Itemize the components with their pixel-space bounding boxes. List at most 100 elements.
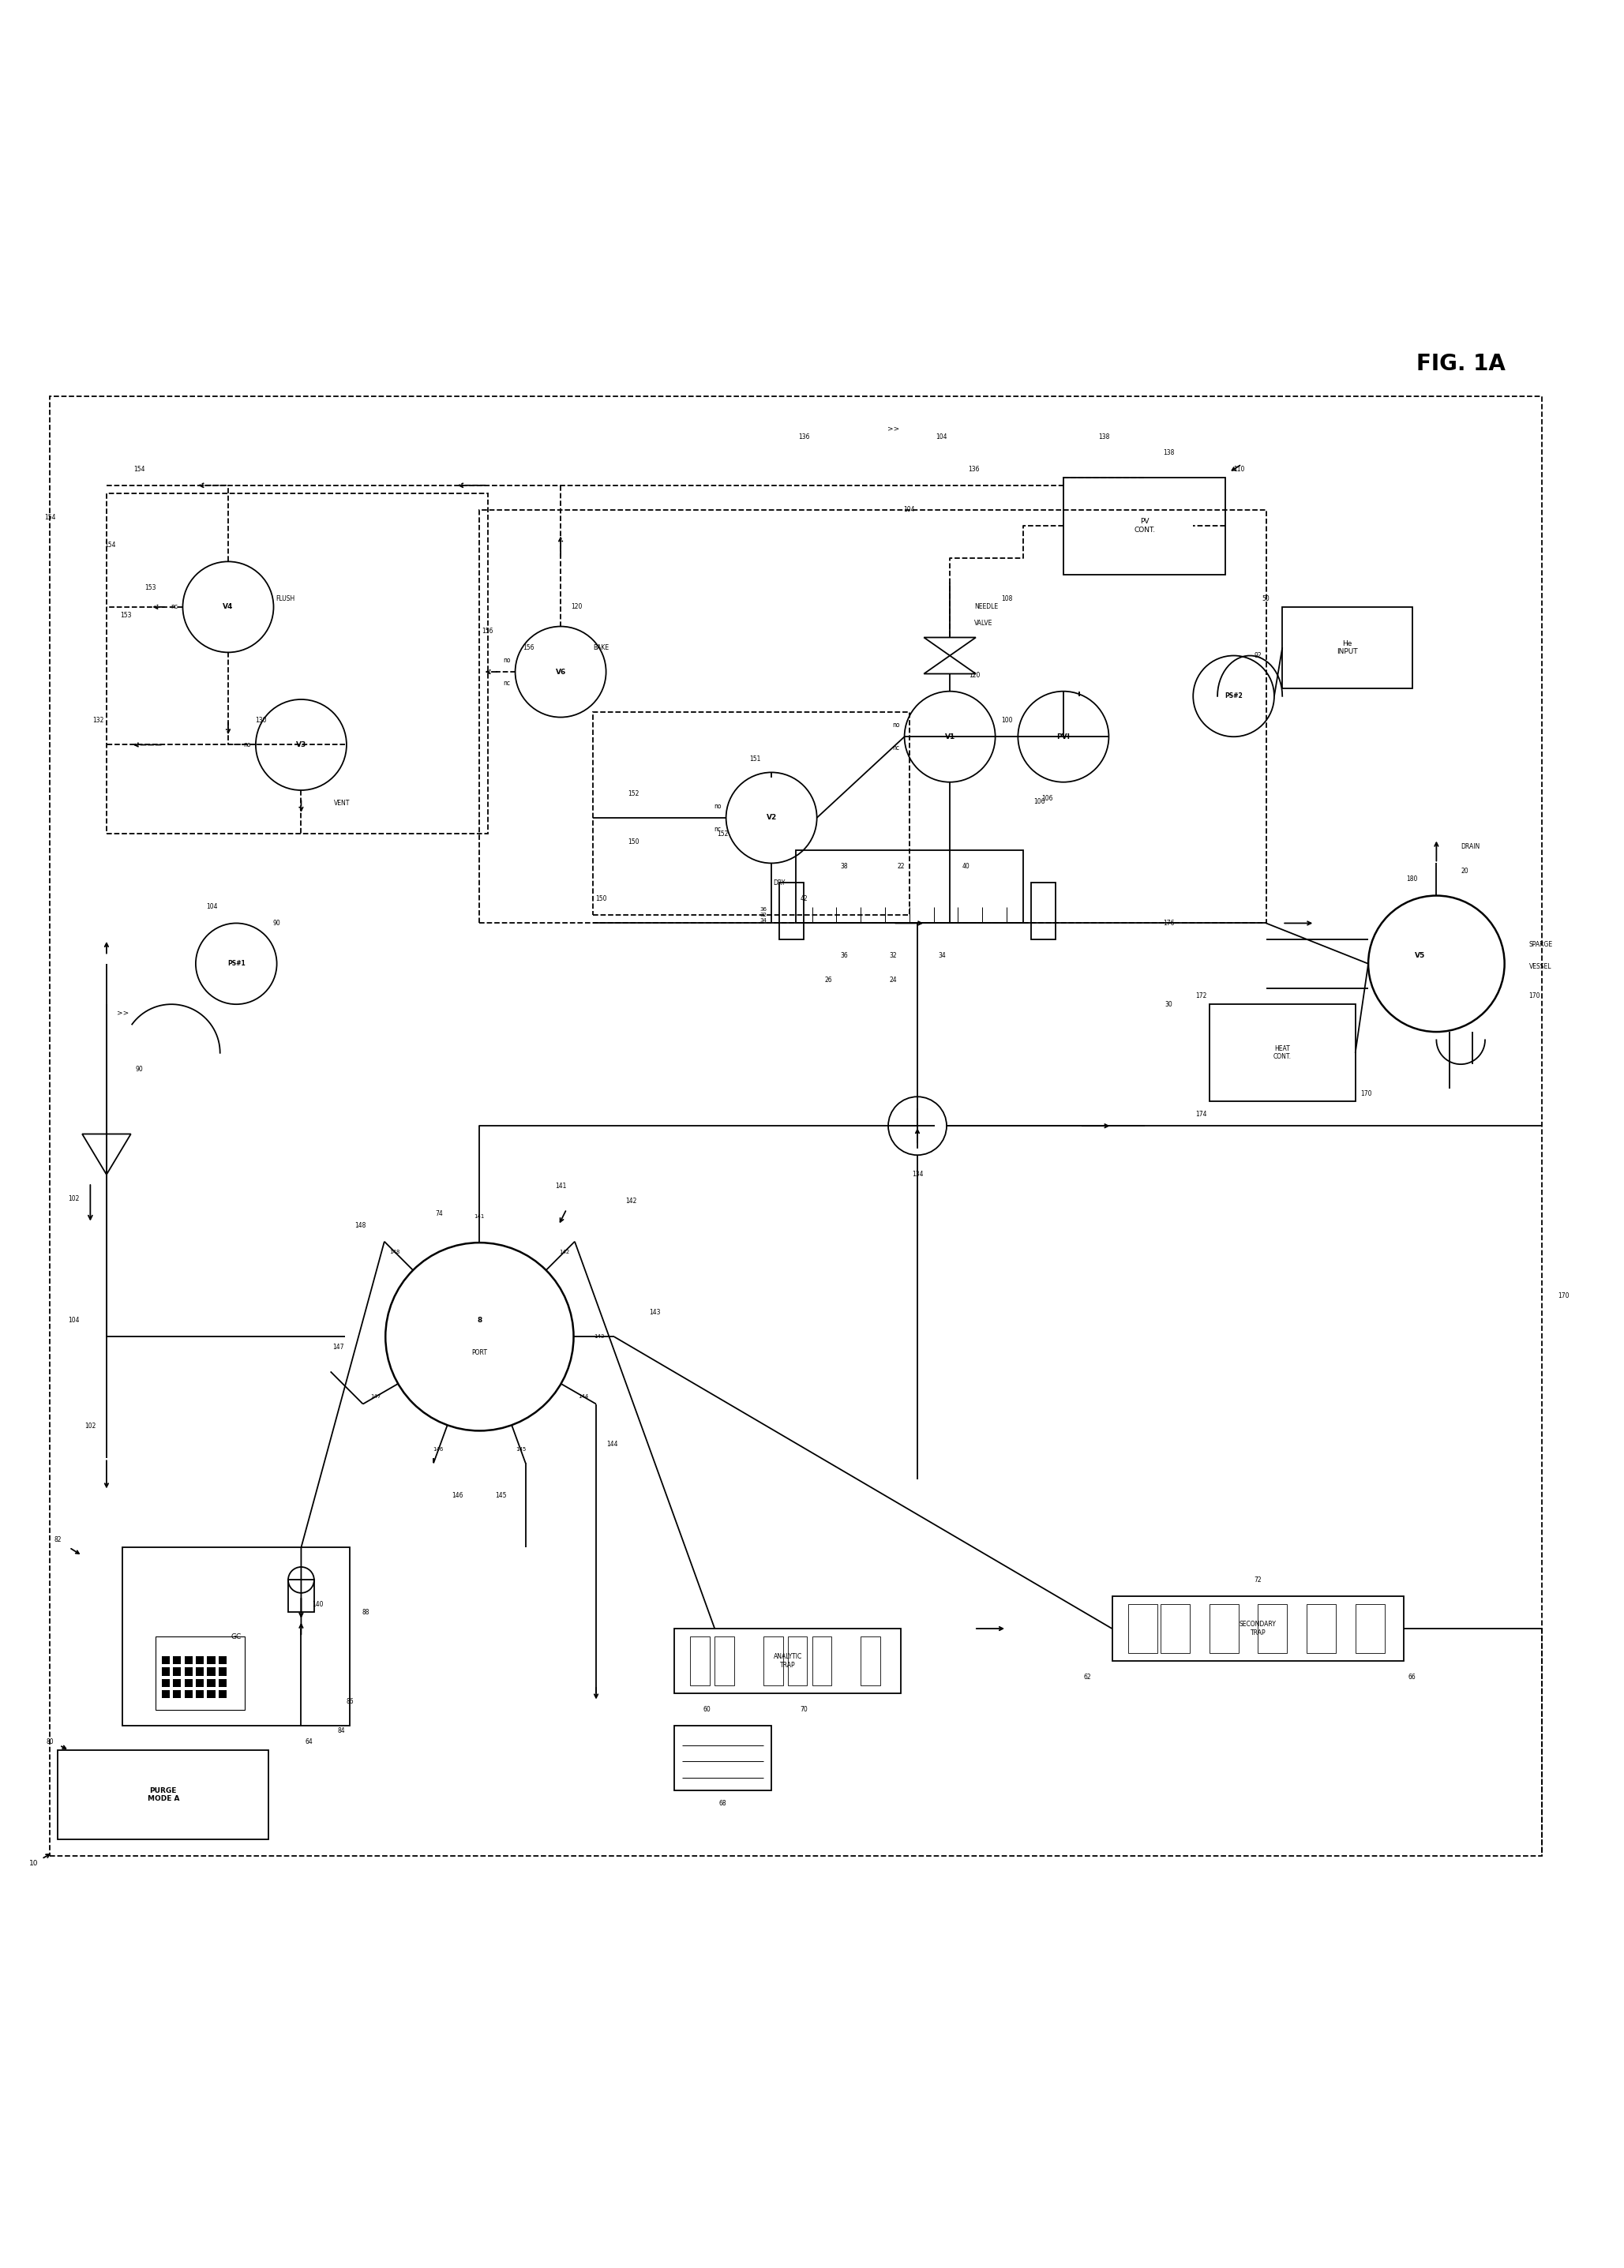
Text: 138: 138 [1163,449,1174,456]
Text: no: no [244,742,250,748]
Text: 70: 70 [801,1706,807,1712]
Text: >>: >> [117,1009,128,1016]
Text: 136: 136 [797,433,810,440]
Bar [197,1690,205,1699]
Text: 170: 170 [1528,993,1540,1000]
Text: 50: 50 [1262,594,1270,603]
Text: 38: 38 [841,862,848,871]
Text: BAKE: BAKE [593,644,609,651]
Text: V2: V2 [767,814,776,821]
Bar [218,1656,226,1665]
Text: 26: 26 [825,978,831,984]
Bar [593,712,909,914]
Text: PURGE
MODE A: PURGE MODE A [148,1787,179,1803]
Text: DRY: DRY [773,880,786,887]
Text: V5: V5 [1415,953,1426,959]
Text: 90: 90 [135,1066,143,1073]
Bar [780,882,804,939]
Text: 143: 143 [594,1334,604,1338]
Text: 150: 150 [628,839,640,846]
Text: 153: 153 [145,583,156,592]
Text: 134: 134 [911,1170,922,1177]
Bar [1283,608,1413,687]
Text: nc: nc [171,603,179,610]
Text: 104: 104 [903,506,914,513]
Text: no: no [713,803,721,810]
Text: 145: 145 [515,1447,526,1452]
Bar [174,1690,182,1699]
Bar [1064,476,1226,574]
Text: 68: 68 [719,1801,726,1808]
Text: 151: 151 [750,755,762,762]
Bar [208,1667,214,1676]
Bar [197,1678,205,1687]
Text: SECONDARY
TRAP: SECONDARY TRAP [1239,1622,1276,1635]
Text: 64: 64 [305,1740,313,1746]
Text: PVI: PVI [1057,733,1070,739]
Text: PORT: PORT [471,1349,487,1356]
Bar [690,1637,710,1685]
Text: 141: 141 [555,1182,567,1188]
Polygon shape [924,655,976,674]
Bar [156,1637,244,1710]
Text: 152: 152 [628,789,640,796]
Text: 20: 20 [1460,869,1468,875]
Text: FIG. 1A: FIG. 1A [1416,352,1505,374]
Text: 30: 30 [1164,1000,1173,1007]
Bar [861,1637,880,1685]
Text: 146: 146 [451,1492,463,1499]
Bar [218,1678,226,1687]
Text: 154: 154 [44,515,55,522]
Text: FLUSH: FLUSH [276,594,294,603]
Text: 82: 82 [54,1535,62,1542]
Text: 145: 145 [495,1492,507,1499]
Text: 90: 90 [273,919,281,928]
Text: V6: V6 [555,669,565,676]
Text: 32: 32 [890,953,896,959]
Text: no: no [503,658,510,665]
Bar [162,1690,171,1699]
Bar [1210,1005,1356,1102]
Text: 108: 108 [1000,594,1012,603]
Text: 147: 147 [370,1395,382,1399]
Bar [218,1667,226,1676]
Bar [208,1656,214,1665]
Bar [1259,1603,1288,1653]
Text: 100: 100 [1000,717,1012,723]
Text: 130: 130 [255,717,266,723]
Bar [107,494,487,835]
Text: 120: 120 [968,671,979,678]
Bar [796,850,1023,923]
Text: 138: 138 [1098,433,1109,440]
Text: 110: 110 [1234,465,1246,472]
Bar [174,1656,182,1665]
Bar [162,1678,171,1687]
Text: 142: 142 [559,1250,570,1254]
Text: 102: 102 [84,1422,96,1429]
Bar [185,1690,193,1699]
Text: 154: 154 [133,465,145,472]
Text: SPARGE: SPARGE [1528,941,1553,948]
Text: 102: 102 [68,1195,80,1202]
Text: V4: V4 [222,603,234,610]
Text: 148: 148 [390,1250,400,1254]
Text: DRAIN: DRAIN [1460,844,1479,850]
Text: 156: 156 [482,628,494,635]
Bar [123,1547,349,1726]
Text: nc: nc [503,680,510,687]
Text: VESSEL: VESSEL [1528,964,1551,971]
Bar [208,1678,214,1687]
Bar [812,1637,831,1685]
Text: PS#2: PS#2 [1224,692,1242,701]
Text: 146: 146 [434,1447,443,1452]
Text: 170: 170 [1361,1091,1372,1098]
Text: 148: 148 [354,1222,365,1229]
Text: 88: 88 [362,1608,370,1615]
Text: nc: nc [893,744,900,751]
Text: PS#1: PS#1 [227,959,245,966]
Text: 24: 24 [890,978,896,984]
Text: no: no [892,721,900,728]
Text: 66: 66 [1408,1674,1416,1681]
Text: 170: 170 [1557,1293,1569,1300]
Bar [479,510,1267,923]
